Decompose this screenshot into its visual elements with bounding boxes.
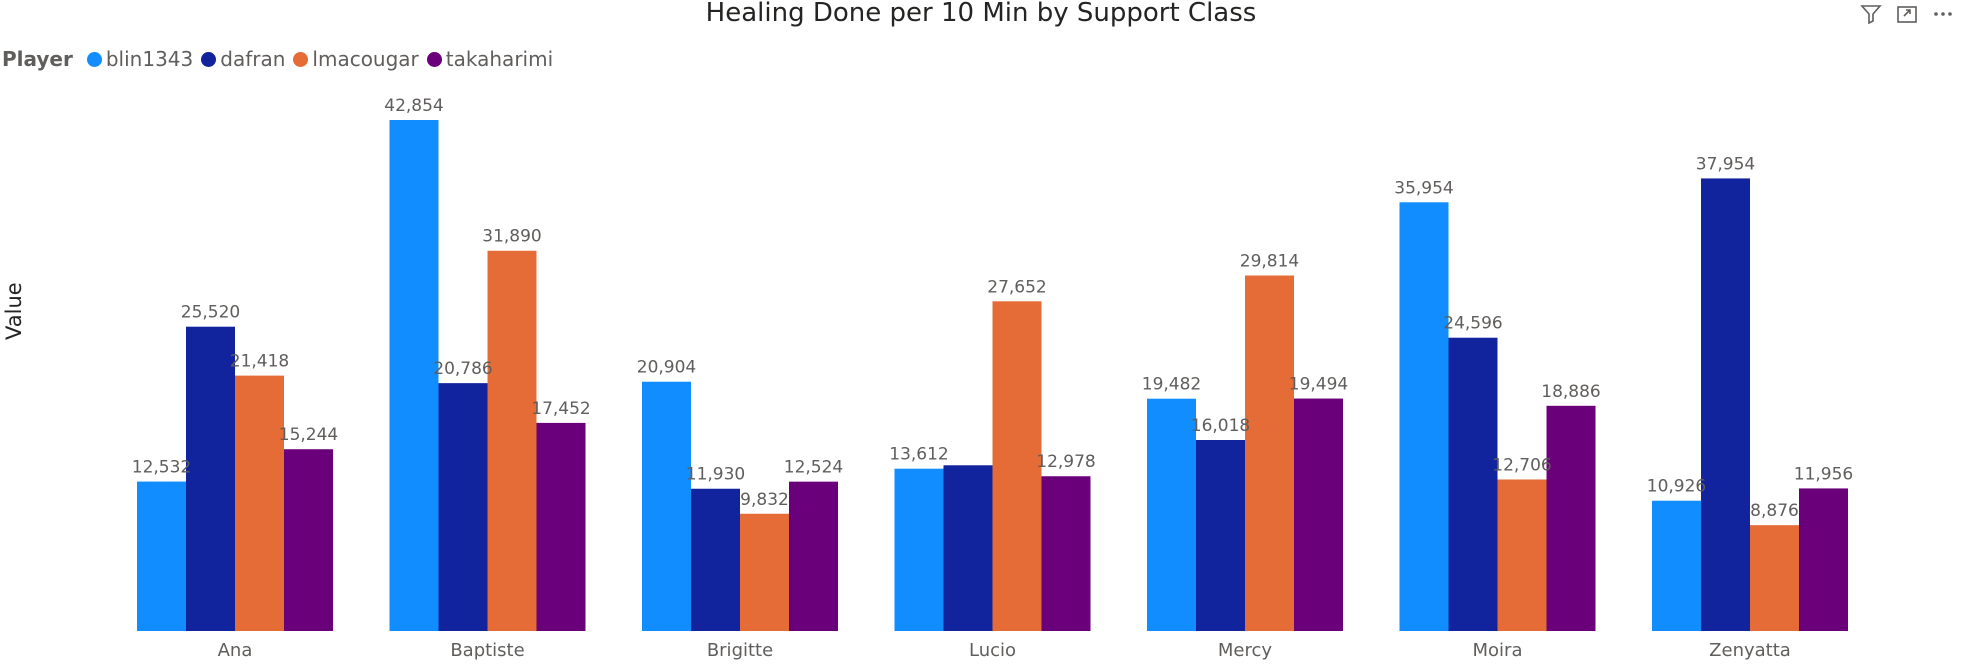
legend-item-1[interactable]: dafran <box>201 47 285 71</box>
legend-label: takaharimi <box>445 47 554 71</box>
bar-lmacougar-moira[interactable] <box>1497 479 1547 631</box>
data-label: 37,954 <box>1696 154 1755 174</box>
bar-dafran-zenyatta[interactable] <box>1701 178 1750 631</box>
bar-lmacougar-ana[interactable] <box>235 375 284 631</box>
bar-blin1343-mercy[interactable] <box>1147 398 1196 631</box>
visual-header <box>1860 4 1954 27</box>
x-tick-label: Moira <box>1473 640 1523 661</box>
data-label: 19,494 <box>1289 375 1348 395</box>
bar-dafran-baptiste[interactable] <box>438 383 488 631</box>
bar-dafran-mercy[interactable] <box>1196 439 1245 631</box>
legend: Player blin1343 dafran lmacougar takahar… <box>2 47 561 71</box>
data-label: 24,596 <box>1443 314 1502 334</box>
legend-marker <box>293 51 309 67</box>
data-label: 20,904 <box>637 358 696 378</box>
bar-blin1343-zenyatta[interactable] <box>1652 500 1701 631</box>
legend-item-3[interactable]: takaharimi <box>426 47 554 71</box>
bar-blin1343-lucio[interactable] <box>894 468 944 631</box>
data-label: 27,652 <box>987 277 1046 297</box>
bar-takaharimi-ana[interactable] <box>284 449 333 631</box>
bar-dafran-ana[interactable] <box>186 326 235 631</box>
bar-blin1343-baptiste[interactable] <box>389 120 439 631</box>
data-label: 12,524 <box>784 458 843 478</box>
x-tick-label: Ana <box>218 640 253 661</box>
legend-marker <box>86 51 102 67</box>
legend-item-2[interactable]: lmacougar <box>293 47 419 71</box>
bar-takaharimi-moira[interactable] <box>1546 405 1596 631</box>
bar-blin1343-ana[interactable] <box>137 481 186 631</box>
data-label: 12,978 <box>1036 452 1095 472</box>
data-label: 8,876 <box>1750 501 1799 521</box>
data-label: 17,452 <box>531 399 590 419</box>
y-axis-title: Value <box>2 282 26 340</box>
x-tick-label: Baptiste <box>450 640 524 661</box>
x-tick-label: Brigitte <box>707 640 773 661</box>
data-label: 12,532 <box>132 458 191 478</box>
legend-title: Player <box>2 47 73 71</box>
data-label: 19,482 <box>1142 375 1201 395</box>
legend-label: dafran <box>220 47 286 71</box>
data-label: 16,018 <box>1191 416 1250 436</box>
data-label: 15,244 <box>279 425 338 445</box>
data-label: 21,418 <box>230 352 289 372</box>
data-label: 12,706 <box>1492 455 1551 475</box>
bar-takaharimi-mercy[interactable] <box>1294 398 1343 631</box>
data-label: 29,814 <box>1240 251 1299 271</box>
filter-icon[interactable] <box>1860 4 1882 27</box>
bar-lmacougar-baptiste[interactable] <box>487 250 537 632</box>
data-label: 25,520 <box>181 303 240 323</box>
data-label: 42,854 <box>384 96 443 116</box>
legend-label: blin1343 <box>105 47 194 71</box>
x-tick-label: Zenyatta <box>1709 640 1791 661</box>
data-label: 13,612 <box>889 445 948 465</box>
bar-dafran-lucio[interactable] <box>943 465 993 631</box>
bar-takaharimi-lucio[interactable] <box>1041 476 1091 631</box>
data-label: 11,930 <box>686 465 745 485</box>
bar-blin1343-brigitte[interactable] <box>642 381 691 631</box>
data-label: 18,886 <box>1541 382 1600 402</box>
legend-marker <box>426 51 442 67</box>
data-label: 10,926 <box>1647 477 1706 497</box>
legend-label: lmacougar <box>312 47 419 71</box>
bar-blin1343-moira[interactable] <box>1399 202 1449 631</box>
legend-item-0[interactable]: blin1343 <box>86 47 194 71</box>
bar-takaharimi-brigitte[interactable] <box>789 481 838 631</box>
data-label: 35,954 <box>1394 178 1453 198</box>
more-options-icon[interactable] <box>1932 4 1954 27</box>
legend-marker <box>201 51 217 67</box>
data-label: 11,956 <box>1794 464 1853 484</box>
data-label: 20,786 <box>433 359 492 379</box>
focus-mode-icon[interactable] <box>1896 4 1918 27</box>
bar-takaharimi-baptiste[interactable] <box>536 422 586 631</box>
bar-dafran-brigitte[interactable] <box>691 488 740 631</box>
bar-lmacougar-lucio[interactable] <box>992 301 1042 631</box>
x-tick-label: Mercy <box>1218 640 1273 661</box>
bar-dafran-moira[interactable] <box>1448 337 1498 631</box>
bar-lmacougar-zenyatta[interactable] <box>1750 525 1799 631</box>
bar-takaharimi-zenyatta[interactable] <box>1799 488 1848 631</box>
data-label: 9,832 <box>740 490 789 510</box>
bar-lmacougar-mercy[interactable] <box>1245 275 1294 631</box>
chart-title: Healing Done per 10 Min by Support Class <box>705 0 1257 28</box>
x-tick-label: Lucio <box>969 640 1016 661</box>
data-label: 31,890 <box>482 227 541 247</box>
bar-lmacougar-brigitte[interactable] <box>740 513 789 631</box>
